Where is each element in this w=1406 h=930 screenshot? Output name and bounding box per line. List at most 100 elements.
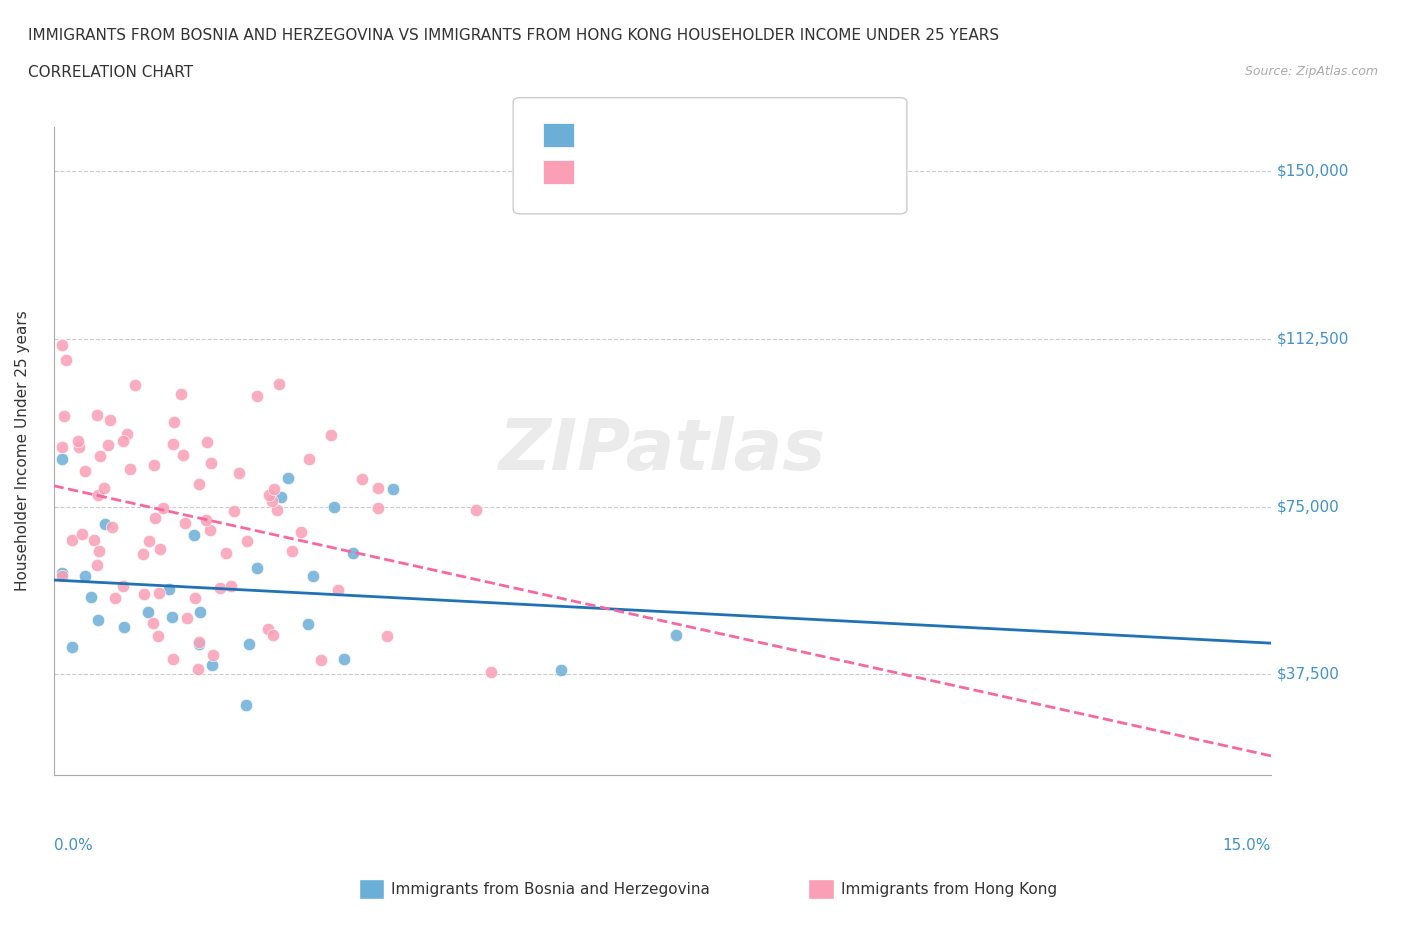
Point [302, 569, 325, 584]
Text: N =: N = [700, 123, 761, 141]
Text: 28: 28 [751, 123, 770, 141]
Point [238, 636, 260, 651]
Text: 15.0%: 15.0% [1223, 838, 1271, 853]
Point [104, 591, 127, 605]
Point [236, 534, 259, 549]
Point [52, 409, 75, 424]
Point [170, 387, 193, 402]
Point [112, 619, 135, 634]
Point [55, 353, 77, 368]
Point [51, 439, 73, 454]
Text: $112,500: $112,500 [1277, 331, 1350, 347]
Point [319, 427, 342, 442]
Point [67, 433, 90, 448]
Point [142, 616, 165, 631]
Point [214, 545, 236, 560]
Point [94, 517, 117, 532]
Point [297, 617, 319, 631]
Point [86, 408, 108, 423]
Text: $37,500: $37,500 [1277, 667, 1340, 682]
Point [219, 578, 242, 593]
Point [188, 634, 211, 649]
Text: $150,000: $150,000 [1277, 164, 1350, 179]
Point [246, 561, 269, 576]
Point [72, 527, 94, 542]
Point [382, 482, 405, 497]
Point [260, 494, 283, 509]
Point [98, 413, 121, 428]
Point [270, 489, 292, 504]
Y-axis label: Householder Income Under 25 years: Householder Income Under 25 years [15, 311, 30, 591]
Point [132, 547, 155, 562]
Point [60, 533, 83, 548]
Point [51, 338, 73, 352]
Point [101, 519, 124, 534]
Point [157, 581, 180, 596]
Point [188, 604, 211, 619]
Text: R =: R = [585, 160, 624, 179]
Text: 0.017: 0.017 [627, 160, 688, 179]
Point [51, 565, 73, 580]
Point [132, 587, 155, 602]
Text: 0.0%: 0.0% [53, 838, 93, 853]
Point [235, 698, 257, 712]
Point [262, 627, 284, 642]
Point [148, 585, 170, 600]
Point [465, 502, 488, 517]
Point [172, 447, 194, 462]
Point [200, 523, 222, 538]
Point [152, 500, 174, 515]
Text: N =: N = [700, 160, 761, 179]
Point [162, 652, 184, 667]
Point [87, 487, 110, 502]
Point [328, 583, 350, 598]
Point [112, 578, 135, 593]
Point [143, 511, 166, 525]
Point [194, 512, 217, 527]
Point [138, 534, 160, 549]
Point [367, 500, 389, 515]
Point [665, 628, 688, 643]
Point [375, 628, 398, 643]
Point [183, 527, 205, 542]
Point [246, 389, 269, 404]
Point [550, 663, 572, 678]
Point [67, 440, 90, 455]
Point [173, 515, 195, 530]
Text: 78: 78 [751, 160, 770, 179]
Point [200, 456, 222, 471]
Point [267, 377, 290, 392]
Point [89, 448, 111, 463]
Point [309, 653, 332, 668]
Text: Immigrants from Hong Kong: Immigrants from Hong Kong [841, 882, 1057, 897]
Point [222, 503, 245, 518]
Point [257, 487, 280, 502]
Point [83, 533, 105, 548]
Text: ZIPatlas: ZIPatlas [499, 417, 825, 485]
Point [298, 452, 321, 467]
Point [322, 500, 344, 515]
Point [73, 569, 96, 584]
Point [149, 541, 172, 556]
Point [112, 433, 135, 448]
Point [160, 610, 183, 625]
Point [146, 629, 169, 644]
Point [176, 610, 198, 625]
Point [367, 480, 389, 495]
Point [86, 558, 108, 573]
Point [257, 621, 280, 636]
Point [60, 640, 83, 655]
Text: IMMIGRANTS FROM BOSNIA AND HERZEGOVINA VS IMMIGRANTS FROM HONG KONG HOUSEHOLDER : IMMIGRANTS FROM BOSNIA AND HERZEGOVINA V… [28, 28, 1000, 43]
Point [479, 664, 502, 679]
Point [89, 543, 111, 558]
Point [280, 544, 302, 559]
Point [266, 502, 288, 517]
Point [342, 546, 364, 561]
Point [162, 436, 184, 451]
Point [350, 472, 373, 486]
Point [115, 426, 138, 441]
Point [332, 651, 354, 666]
Point [188, 476, 211, 491]
Point [138, 604, 160, 619]
Point [201, 658, 224, 672]
